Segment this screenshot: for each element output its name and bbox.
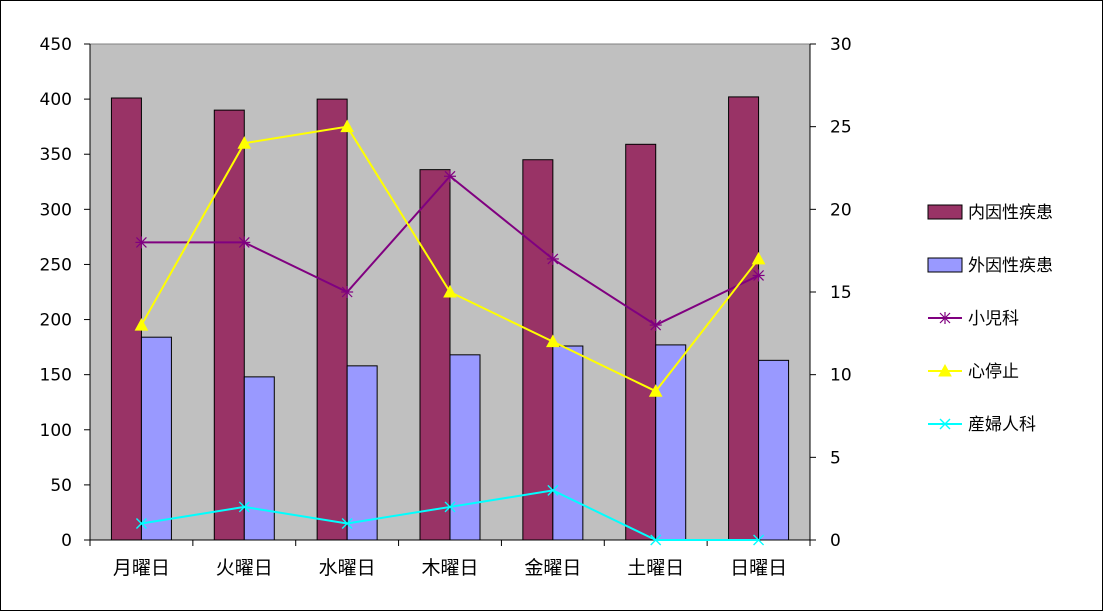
y-left-tick-label: 50 bbox=[50, 476, 72, 496]
point bbox=[752, 269, 765, 282]
bar bbox=[346, 365, 378, 541]
point bbox=[341, 517, 353, 529]
point bbox=[135, 517, 147, 529]
point bbox=[939, 418, 951, 430]
point bbox=[546, 252, 559, 265]
y-right-tick-label: 15 bbox=[830, 283, 852, 303]
legend-swatch bbox=[927, 204, 963, 220]
y-left-tick-label: 250 bbox=[40, 255, 72, 275]
bar bbox=[110, 97, 142, 541]
legend-label: 小児科 bbox=[968, 309, 1019, 329]
legend-swatch bbox=[927, 257, 963, 273]
bar bbox=[625, 143, 657, 541]
point bbox=[753, 534, 765, 546]
legend-label: 外因性疾患 bbox=[968, 256, 1053, 276]
y-left-tick-label: 100 bbox=[40, 421, 72, 441]
y-right-tick-label: 5 bbox=[830, 448, 841, 468]
x-tick-label: 土曜日 bbox=[627, 557, 684, 579]
y-left-tick-label: 0 bbox=[61, 531, 72, 551]
bar bbox=[213, 109, 245, 541]
bar bbox=[522, 159, 554, 541]
bar bbox=[316, 98, 348, 541]
bar bbox=[243, 376, 275, 541]
legend-label: 心停止 bbox=[968, 362, 1019, 382]
y-left-tick-label: 350 bbox=[40, 145, 72, 165]
point bbox=[444, 501, 456, 513]
bar bbox=[140, 336, 172, 541]
y-right-tick-label: 30 bbox=[830, 35, 852, 55]
point bbox=[547, 484, 559, 496]
point bbox=[443, 284, 457, 298]
point bbox=[134, 318, 149, 331]
x-tick-label: 月曜日 bbox=[113, 557, 170, 579]
point bbox=[546, 334, 560, 348]
x-tick-label: 木曜日 bbox=[421, 557, 478, 579]
legend-label: 産婦人科 bbox=[968, 415, 1036, 435]
y-right-tick-label: 20 bbox=[830, 200, 852, 220]
y-right-tick-label: 25 bbox=[830, 118, 852, 138]
bar bbox=[655, 344, 687, 541]
point bbox=[340, 119, 354, 133]
y-left-tick-label: 300 bbox=[40, 200, 72, 220]
x-tick-label: 火曜日 bbox=[216, 557, 273, 579]
y-left-tick-label: 150 bbox=[40, 366, 72, 386]
x-tick-label: 水曜日 bbox=[319, 557, 376, 579]
point bbox=[751, 251, 766, 265]
point bbox=[341, 286, 354, 298]
y-left-tick-label: 200 bbox=[40, 311, 72, 331]
y-right-tick-label: 0 bbox=[830, 531, 841, 551]
point bbox=[135, 236, 148, 249]
x-tick-label: 日曜日 bbox=[730, 557, 787, 579]
y-right-tick-label: 10 bbox=[830, 366, 852, 386]
point bbox=[237, 136, 252, 149]
x-tick-label: 金曜日 bbox=[524, 557, 581, 579]
point bbox=[939, 312, 951, 324]
point bbox=[648, 384, 663, 397]
legend-label: 内因性疾患 bbox=[968, 203, 1053, 223]
bar bbox=[552, 345, 584, 541]
bar bbox=[758, 359, 790, 541]
point bbox=[649, 319, 662, 332]
point bbox=[938, 363, 952, 377]
bar bbox=[728, 96, 760, 541]
point bbox=[444, 170, 456, 183]
point bbox=[238, 501, 250, 513]
point bbox=[650, 534, 662, 546]
bar bbox=[449, 354, 481, 541]
point bbox=[238, 236, 251, 249]
bar bbox=[419, 169, 451, 541]
y-left-tick-label: 450 bbox=[40, 35, 72, 55]
y-left-tick-label: 400 bbox=[40, 90, 72, 110]
